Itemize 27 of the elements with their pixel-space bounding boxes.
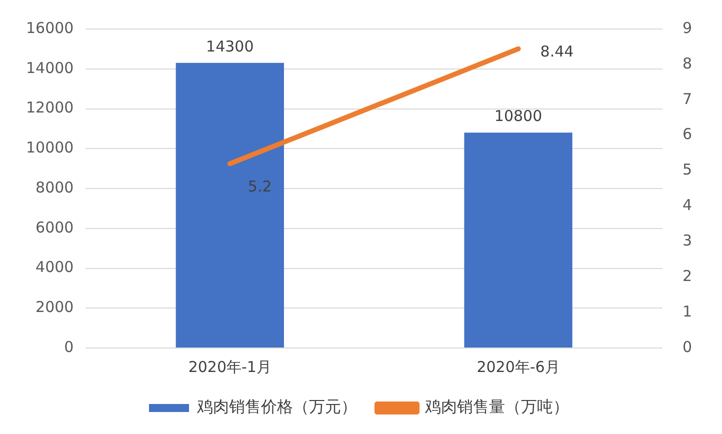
y2-tick-label: 3 — [682, 232, 692, 250]
y-tick-label: 2000 — [36, 298, 74, 316]
y-tick-label: 8000 — [36, 178, 74, 196]
y2-tick-label: 9 — [682, 18, 692, 37]
legend-label: 鸡肉销售量（万吨） — [424, 397, 569, 416]
y2-tick-label: 1 — [682, 302, 692, 320]
y2-tick-label: 7 — [682, 90, 692, 108]
x-tick-label: 2020年-6月 — [476, 358, 560, 376]
data-label: 10800 — [494, 107, 542, 126]
y2-tick-label: 6 — [682, 125, 692, 144]
y-tick-label: 14000 — [26, 58, 74, 77]
legend-label: 鸡肉销售价格（万元） — [196, 397, 357, 416]
y-tick-label: 0 — [64, 338, 74, 356]
y-tick-label: 4000 — [36, 258, 74, 276]
y2-tick-label: 0 — [682, 338, 692, 356]
data-label: 5.2 — [248, 178, 272, 196]
y2-tick-label: 2 — [682, 267, 692, 285]
y2-tick-label: 4 — [682, 196, 692, 214]
y-tick-label: 12000 — [26, 98, 74, 117]
x-tick-label: 2020年-1月 — [188, 358, 272, 376]
data-label: 8.44 — [540, 42, 574, 61]
data-label: 14300 — [206, 37, 254, 56]
y-tick-label: 6000 — [36, 218, 74, 236]
y2-tick-label: 8 — [682, 54, 692, 72]
y-tick-label: 10000 — [26, 138, 74, 157]
y2-tick-label: 5 — [682, 160, 692, 179]
y-tick-label: 16000 — [26, 18, 74, 37]
